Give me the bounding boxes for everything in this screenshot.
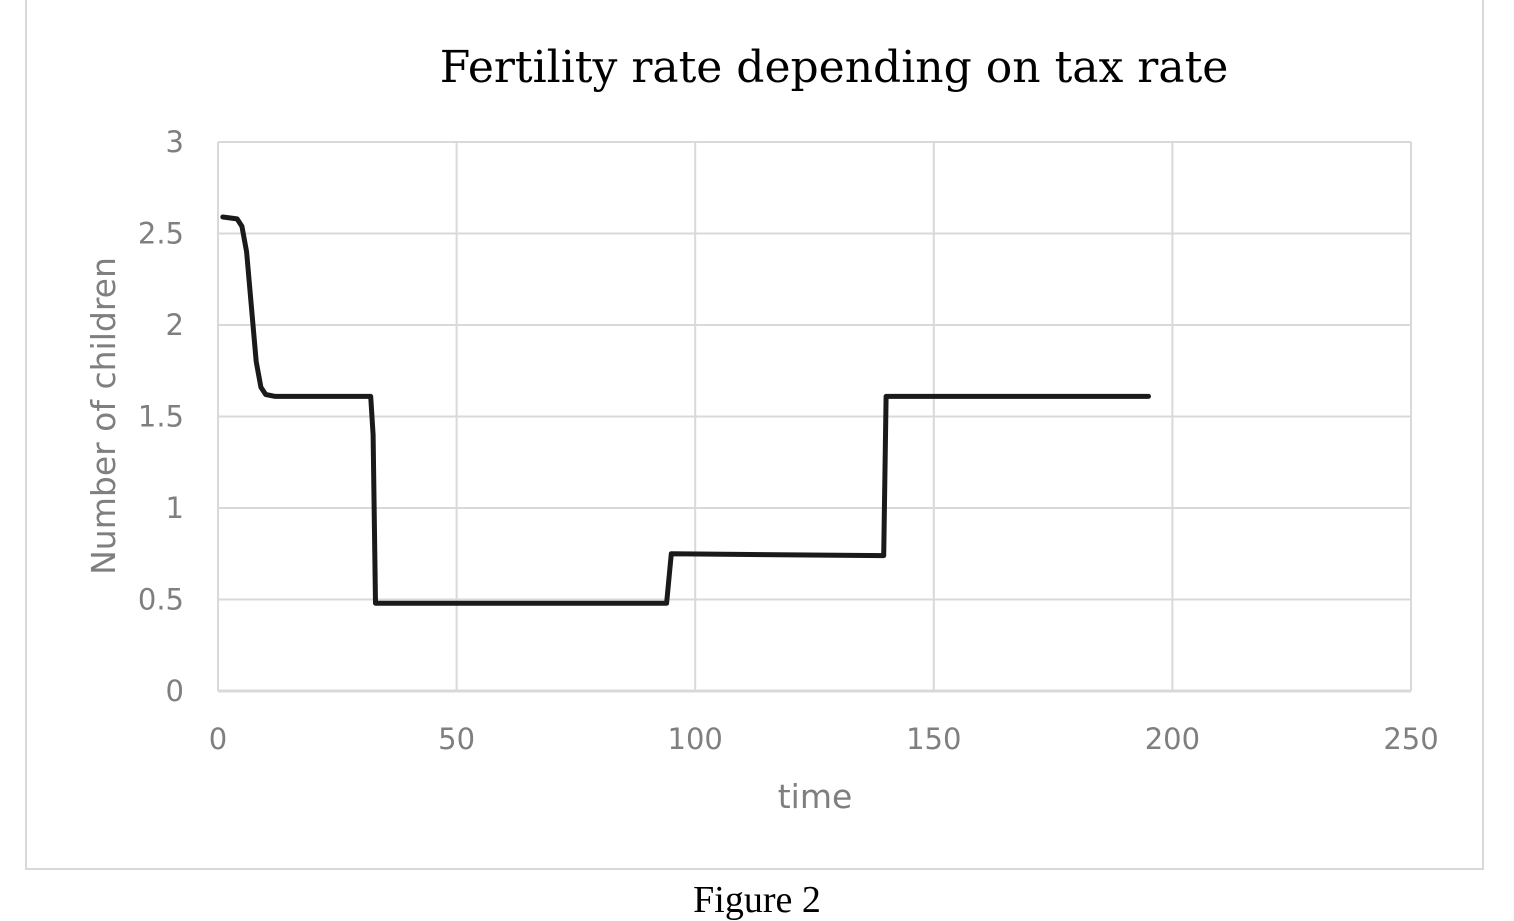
y-axis-label: Number of children	[84, 257, 123, 575]
y-tick-label: 2	[166, 308, 184, 342]
y-tick-label: 1.5	[138, 400, 184, 434]
x-tick-label: 100	[668, 722, 723, 756]
x-tick-label: 200	[1145, 722, 1200, 756]
x-axis-ticks: 0 50 100 150 200 250	[209, 722, 1439, 756]
x-tick-label: 250	[1383, 722, 1438, 756]
y-axis-ticks: 0 0.5 1 1.5 2 2.5 3	[138, 125, 184, 708]
x-tick-label: 0	[209, 722, 227, 756]
x-axis-label: time	[778, 777, 853, 816]
chart-frame	[25, 0, 1484, 870]
x-tick-label: 150	[906, 722, 961, 756]
y-tick-label: 0.5	[138, 583, 184, 617]
series-group	[220, 214, 1151, 606]
y-tick-label: 1	[166, 491, 184, 525]
y-tick-label: 3	[166, 125, 184, 159]
y-tick-label: 2.5	[138, 217, 184, 251]
series-line	[220, 214, 1151, 606]
chart-title: Fertility rate depending on tax rate	[440, 42, 1229, 93]
y-tick-label: 0	[166, 674, 184, 708]
grid-lines	[217, 141, 1412, 693]
x-tick-label: 50	[438, 722, 475, 756]
figure-caption: Figure 2	[693, 879, 821, 921]
